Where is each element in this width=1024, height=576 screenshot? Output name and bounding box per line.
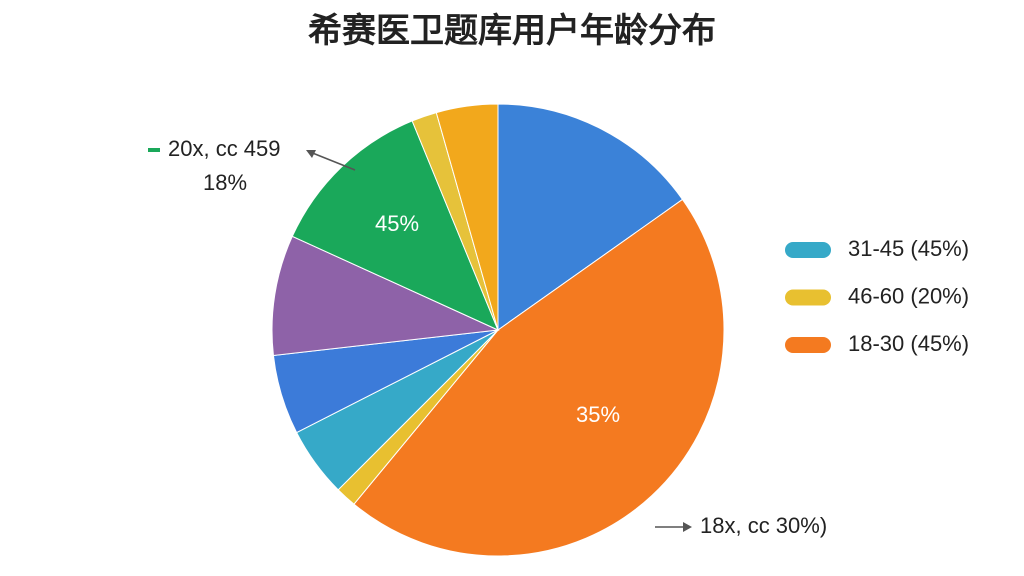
pie <box>271 103 725 557</box>
legend-label: 46-60 (20%) <box>848 283 969 308</box>
pie-slice <box>497 103 684 331</box>
pie-slice <box>271 235 500 357</box>
arrow-head <box>683 522 692 532</box>
legend-swatch <box>785 337 831 353</box>
legend-swatch <box>785 289 831 306</box>
annotation-swatch <box>148 148 160 152</box>
annotation: 18x, cc 30%) <box>700 513 827 538</box>
legend-swatch <box>785 242 831 258</box>
chart-title: 希赛医卫题库用户年龄分布 <box>308 11 716 50</box>
annotation-arrow <box>309 151 356 171</box>
arrow-head <box>306 150 316 158</box>
annotation: 35% <box>576 402 620 427</box>
pie-slice <box>291 120 499 331</box>
legend-label: 31-45 (45%) <box>848 236 969 261</box>
legend-label: 18-30 (45%) <box>848 331 969 356</box>
pie-slice <box>353 198 725 557</box>
annotation: 45% <box>375 211 419 236</box>
pie-slice <box>435 103 499 331</box>
annotation: 20x, cc 459 <box>168 136 281 161</box>
annotation: 18% <box>203 170 247 195</box>
